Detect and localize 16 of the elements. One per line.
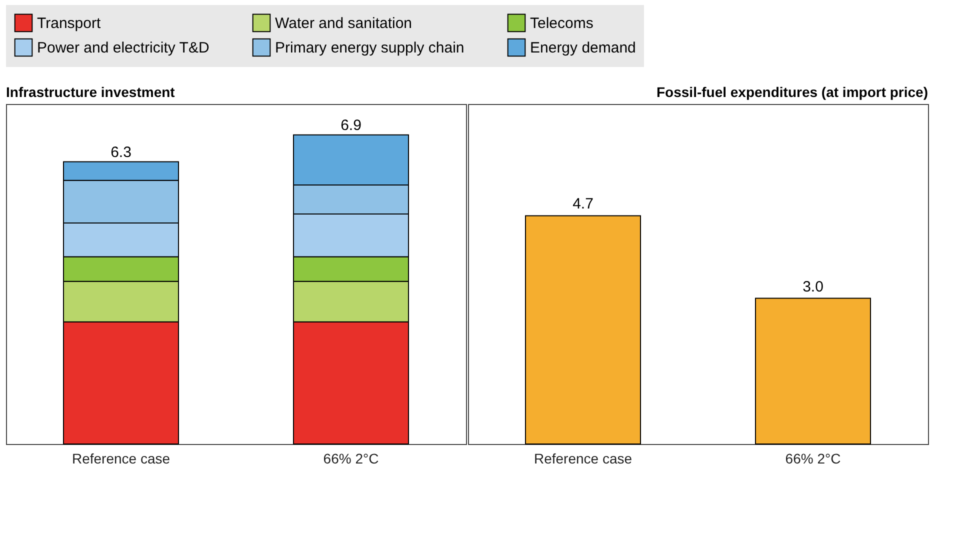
legend-label: Telecoms [530, 14, 594, 32]
x-tick-label: Reference case [534, 450, 632, 466]
x-tick-label: 66% 2°C [323, 450, 379, 466]
annotation: 6.9 [340, 116, 362, 134]
data-label: 3.0 [802, 278, 824, 296]
data-label: 4.7 [572, 196, 594, 213]
x-tick-label: Reference case [72, 450, 170, 466]
legend-label: Water and sanitation [275, 14, 412, 32]
chart-title: Infrastructure investment [6, 84, 176, 100]
legend-label: Primary energy supply chain [275, 40, 464, 56]
x-tick-label: 66% 2°C [785, 450, 841, 466]
annotation: 6.3 [110, 144, 132, 161]
chart-title: Fossil-fuel expenditures (at import price) [656, 84, 928, 100]
legend-label: Energy demand [530, 40, 636, 56]
legend-label: Transport [37, 14, 102, 32]
legend-label: Power and electricity T&D [37, 40, 210, 56]
